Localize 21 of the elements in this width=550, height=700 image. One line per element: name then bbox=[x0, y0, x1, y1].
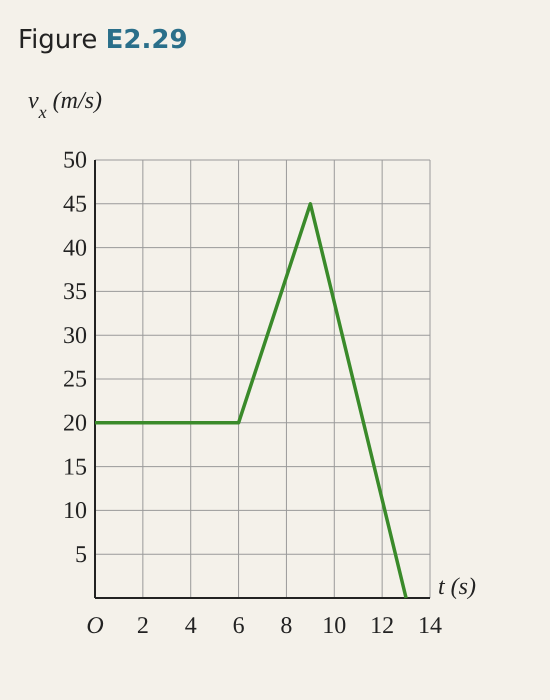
y-tick-label: 15 bbox=[63, 454, 87, 480]
y-tick-label: 40 bbox=[63, 235, 87, 262]
y-tick-label: 25 bbox=[63, 366, 87, 393]
x-tick-label: 4 bbox=[184, 613, 197, 640]
y-axis-title: v$_{x}$ (m/s) bbox=[28, 88, 102, 122]
x-tick-label: 14 bbox=[418, 613, 442, 640]
x-axis-title: t (s) bbox=[438, 574, 476, 600]
y-tick-label: 5 bbox=[75, 542, 87, 568]
x-tick-label: 2 bbox=[136, 613, 149, 640]
x-tick-label: 12 bbox=[370, 613, 394, 640]
x-tick-label: O bbox=[86, 613, 104, 640]
x-tick-label: 6 bbox=[232, 613, 245, 640]
y-tick-label: 20 bbox=[63, 410, 87, 436]
y-tick-label: 45 bbox=[63, 191, 87, 218]
chart-title: Figure E2.29 bbox=[18, 25, 188, 55]
y-tick-label: 30 bbox=[63, 322, 87, 349]
y-tick-label: 50 bbox=[63, 148, 87, 174]
x-tick-label: 8 bbox=[280, 613, 292, 640]
y-tick-label: 35 bbox=[63, 279, 87, 306]
y-tick-label: 10 bbox=[63, 498, 87, 524]
x-tick-label: 10 bbox=[322, 613, 346, 640]
